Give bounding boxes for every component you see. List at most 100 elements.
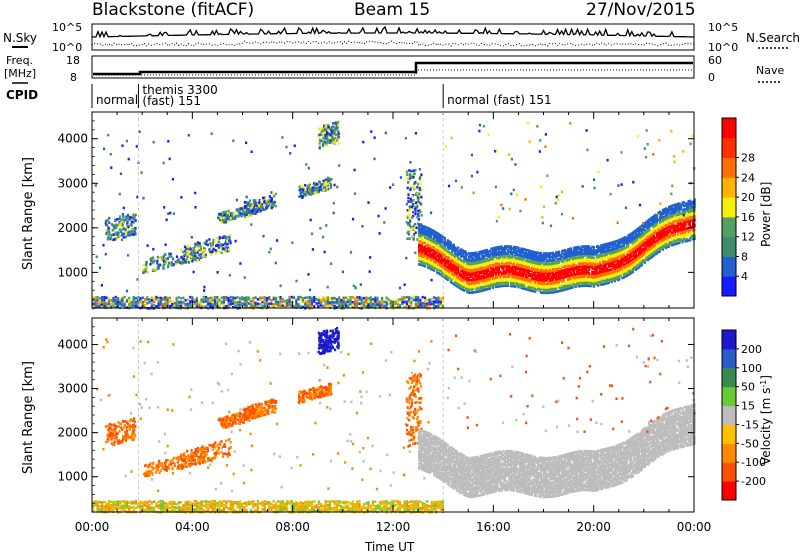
heatmap-cell bbox=[121, 220, 124, 223]
heatmap-cell bbox=[544, 252, 547, 255]
heatmap-cell bbox=[281, 300, 284, 304]
heatmap-cell bbox=[481, 285, 484, 289]
heatmap-cell bbox=[603, 257, 606, 261]
heatmap-cell bbox=[227, 300, 230, 303]
heatmap-cell bbox=[606, 244, 609, 247]
heatmap-cell bbox=[463, 255, 466, 258]
heatmap-cell bbox=[558, 250, 561, 254]
heatmap-cell bbox=[446, 246, 449, 249]
heatmap-cell bbox=[636, 261, 639, 265]
heatmap-cell bbox=[524, 250, 528, 253]
heatmap-cell bbox=[502, 256, 505, 259]
heatmap-cell bbox=[133, 230, 136, 233]
heatmap-cell bbox=[579, 259, 582, 263]
heatmap-cell bbox=[636, 236, 639, 240]
heatmap-cell bbox=[318, 145, 321, 149]
heatmap-cell bbox=[463, 289, 466, 292]
heatmap-cell bbox=[580, 277, 583, 280]
heatmap-cell bbox=[565, 268, 568, 271]
heatmap-cell bbox=[427, 246, 430, 250]
heatmap-cell bbox=[333, 133, 336, 136]
heatmap-cell bbox=[579, 268, 582, 272]
heatmap-cell bbox=[595, 250, 598, 254]
heatmap-cell bbox=[485, 280, 488, 284]
heatmap-cell bbox=[268, 195, 271, 198]
heatmap-cell bbox=[555, 263, 558, 267]
heatmap-cell bbox=[488, 265, 491, 269]
heatmap-cell bbox=[496, 285, 499, 288]
heatmap-cell bbox=[417, 297, 420, 301]
heatmap-cell bbox=[421, 244, 424, 247]
heatmap-cell bbox=[553, 255, 556, 258]
heatmap-cell bbox=[537, 262, 540, 265]
heatmap-cell bbox=[365, 296, 368, 299]
heatmap-cell bbox=[490, 276, 493, 279]
heatmap-cell bbox=[123, 227, 126, 231]
heatmap-cell bbox=[485, 254, 488, 257]
heatmap-cell bbox=[451, 251, 454, 254]
heatmap-cell bbox=[555, 281, 558, 285]
heatmap-cell bbox=[601, 272, 604, 275]
heatmap-cell bbox=[446, 244, 449, 248]
heatmap-cell bbox=[198, 301, 201, 304]
heatmap-cell bbox=[544, 289, 547, 293]
heatmap-cell bbox=[440, 249, 443, 252]
heatmap-cell bbox=[378, 301, 381, 305]
heatmap-cell bbox=[92, 298, 95, 302]
heatmap-cell bbox=[186, 298, 189, 302]
heatmap-cell bbox=[621, 250, 624, 253]
heatmap-cell bbox=[592, 245, 595, 249]
heatmap-cell bbox=[414, 299, 417, 303]
heatmap-cell bbox=[600, 279, 603, 283]
heatmap-cell bbox=[493, 278, 496, 282]
heatmap-cell bbox=[408, 169, 411, 172]
heatmap-cell bbox=[112, 233, 115, 236]
heatmap-cell bbox=[481, 259, 484, 262]
heatmap-cell bbox=[338, 300, 341, 303]
heatmap-cell bbox=[326, 300, 329, 303]
heatmap-cell bbox=[577, 283, 580, 286]
heatmap-cell bbox=[436, 235, 439, 238]
heatmap-cell bbox=[639, 227, 642, 230]
heatmap-cell bbox=[499, 258, 502, 261]
heatmap-cell bbox=[437, 304, 440, 308]
heatmap-cell bbox=[518, 261, 522, 264]
heatmap-cell bbox=[421, 240, 424, 244]
heatmap-cell bbox=[625, 240, 628, 244]
heatmap-cell bbox=[615, 243, 618, 247]
heatmap-cell bbox=[506, 280, 510, 284]
heatmap-cell bbox=[642, 251, 645, 255]
heatmap-cell bbox=[451, 271, 454, 274]
heatmap-cell bbox=[461, 274, 464, 277]
heatmap-cell bbox=[607, 258, 610, 261]
heatmap-cell bbox=[527, 279, 531, 283]
heatmap-cell bbox=[232, 217, 235, 221]
heatmap-cell bbox=[457, 275, 460, 278]
heatmap-cell bbox=[564, 273, 567, 277]
heatmap-cell bbox=[631, 267, 634, 270]
heatmap-cell bbox=[252, 199, 255, 202]
heatmap-cell bbox=[463, 278, 466, 282]
heatmap-cell bbox=[123, 304, 126, 307]
heatmap-cell bbox=[520, 277, 523, 281]
heatmap-cell bbox=[105, 223, 108, 227]
heatmap-cell bbox=[290, 302, 293, 306]
heatmap-cell bbox=[609, 279, 612, 282]
heatmap-cell bbox=[439, 253, 442, 256]
heatmap-cell bbox=[446, 255, 449, 258]
heatmap-cell bbox=[585, 284, 588, 287]
heatmap-cell bbox=[232, 296, 235, 299]
heatmap-cell bbox=[518, 280, 522, 284]
heatmap-cell bbox=[619, 250, 622, 254]
heatmap-cell bbox=[241, 212, 244, 216]
heatmap-cell bbox=[633, 262, 636, 265]
heatmap-cell bbox=[452, 268, 455, 272]
heatmap-cell bbox=[472, 285, 475, 289]
heatmap-cell bbox=[312, 182, 316, 185]
heatmap-cell bbox=[425, 260, 428, 263]
heatmap-cell bbox=[558, 279, 561, 282]
heatmap-cell bbox=[433, 246, 436, 249]
heatmap-cell bbox=[433, 238, 436, 242]
heatmap-cell bbox=[555, 279, 558, 283]
